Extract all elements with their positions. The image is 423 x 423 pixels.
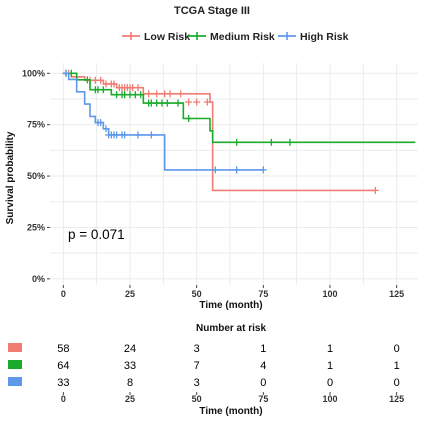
risk-count: 1 bbox=[260, 343, 266, 355]
high-risk-censor-mark bbox=[211, 166, 219, 174]
medium-risk-censor-mark bbox=[267, 138, 275, 146]
medium-risk-censor-mark bbox=[174, 99, 182, 107]
x-axis-title: Time (month) bbox=[199, 300, 262, 311]
risk-count: 3 bbox=[194, 343, 200, 355]
risk-count: 4 bbox=[260, 360, 266, 372]
x-tick-label: 0 bbox=[61, 289, 66, 299]
risk-table: 58 24 3 1 1 0 64 33 7 4 1 1 33 8 3 0 0 0 0 25 50 75 100 125 bbox=[8, 343, 404, 404]
high-risk-censor-mark bbox=[147, 131, 155, 139]
risk-x-tick-label: 125 bbox=[389, 394, 404, 404]
risk-x-tick-label: 100 bbox=[322, 394, 337, 404]
high-risk-censor-mark bbox=[233, 166, 241, 174]
chart-title: TCGA Stage III bbox=[174, 5, 250, 17]
risk-count: 3 bbox=[194, 377, 200, 389]
low-risk-censor-mark bbox=[145, 90, 153, 98]
medium-risk-censor-mark bbox=[163, 99, 171, 107]
risk-row: 58 24 3 1 1 0 bbox=[8, 343, 400, 355]
risk-count: 24 bbox=[124, 343, 136, 355]
legend-item-high-risk: High Risk bbox=[278, 31, 349, 43]
low-risk-censor-mark bbox=[134, 84, 142, 92]
legend-label: Low Risk bbox=[144, 31, 190, 43]
high-risk-censor-mark bbox=[102, 125, 110, 133]
risk-count: 0 bbox=[394, 343, 400, 355]
x-tick-label: 50 bbox=[192, 289, 202, 299]
risk-count: 33 bbox=[124, 360, 136, 372]
risk-count: 1 bbox=[327, 343, 333, 355]
high-risk-censor-mark bbox=[134, 131, 142, 139]
low-risk-censor-mark bbox=[193, 98, 201, 106]
x-tick-label: 100 bbox=[322, 289, 337, 299]
legend-item-medium-risk: Medium Risk bbox=[188, 31, 275, 43]
y-tick-label: 50% bbox=[27, 171, 45, 181]
risk-row: 33 8 3 0 0 0 bbox=[8, 377, 400, 389]
medium-risk-censor-mark bbox=[99, 86, 107, 94]
low-risk-censor-mark bbox=[166, 90, 174, 98]
risk-count: 58 bbox=[57, 343, 69, 355]
risk-count: 1 bbox=[394, 360, 400, 372]
low-risk-censor-mark bbox=[371, 186, 379, 194]
medium-risk-censor-mark bbox=[286, 138, 294, 146]
risk-count: 64 bbox=[57, 360, 69, 372]
risk-count: 7 bbox=[194, 360, 200, 372]
medium-risk-censor-mark bbox=[185, 115, 193, 122]
risk-table-title: Number at risk bbox=[196, 323, 266, 334]
y-axis-title: Survival probability bbox=[5, 131, 16, 224]
risk-x-tick-label: 25 bbox=[125, 394, 135, 404]
high-risk-censor-mark bbox=[121, 131, 129, 139]
risk-x-tick-label: 75 bbox=[258, 394, 268, 404]
risk-x-tick-label: 50 bbox=[192, 394, 202, 404]
x-tick-label: 125 bbox=[389, 289, 404, 299]
risk-count: 1 bbox=[327, 360, 333, 372]
risk-table-x-title: Time (month) bbox=[199, 406, 262, 417]
medium-risk-censor-mark bbox=[83, 76, 91, 84]
y-tick-label: 75% bbox=[27, 120, 45, 130]
medium-risk-censor-mark bbox=[137, 91, 145, 99]
high-risk-curve bbox=[63, 72, 264, 171]
risk-count: 0 bbox=[327, 377, 333, 389]
risk-count: 33 bbox=[57, 377, 69, 389]
low-risk-curve bbox=[63, 72, 376, 192]
risk-count: 0 bbox=[394, 377, 400, 389]
risk-row-color-key bbox=[8, 377, 22, 386]
x-tick-label: 25 bbox=[125, 289, 135, 299]
low-risk-censor-mark bbox=[177, 90, 185, 98]
y-tick-label: 100% bbox=[22, 68, 45, 78]
risk-x-tick-label: 0 bbox=[61, 394, 66, 404]
y-tick-label: 0% bbox=[32, 274, 45, 284]
medium-risk-censor-mark bbox=[233, 138, 241, 146]
x-tick-label: 75 bbox=[258, 289, 268, 299]
high-risk-censor-mark bbox=[97, 119, 105, 127]
plot-area: 0% 25% 50% 75% 100% 0 25 50 75 100 125 bbox=[22, 63, 418, 299]
risk-row-color-key bbox=[8, 360, 22, 369]
risk-row-color-key bbox=[8, 343, 22, 352]
y-tick-label: 25% bbox=[27, 222, 45, 232]
medium-risk-curve bbox=[63, 72, 416, 144]
legend-label: Medium Risk bbox=[210, 31, 275, 43]
low-risk-censor-mark bbox=[203, 98, 211, 106]
legend-item-low-risk: Low Risk bbox=[122, 31, 190, 43]
low-risk-censor-mark bbox=[110, 80, 118, 88]
risk-count: 0 bbox=[260, 377, 266, 389]
legend-label: High Risk bbox=[300, 31, 349, 43]
low-risk-censor-mark bbox=[185, 98, 193, 106]
p-value-annotation: p = 0.071 bbox=[68, 227, 125, 242]
high-risk-censor-mark bbox=[259, 166, 267, 174]
low-risk-censor-mark bbox=[153, 90, 161, 98]
low-risk-censor-mark bbox=[97, 76, 105, 84]
risk-row: 64 33 7 4 1 1 bbox=[8, 360, 400, 372]
legend: Low Risk Medium Risk High Risk bbox=[122, 31, 349, 43]
risk-count: 8 bbox=[127, 377, 133, 389]
high-risk-censor-mark bbox=[62, 69, 70, 77]
